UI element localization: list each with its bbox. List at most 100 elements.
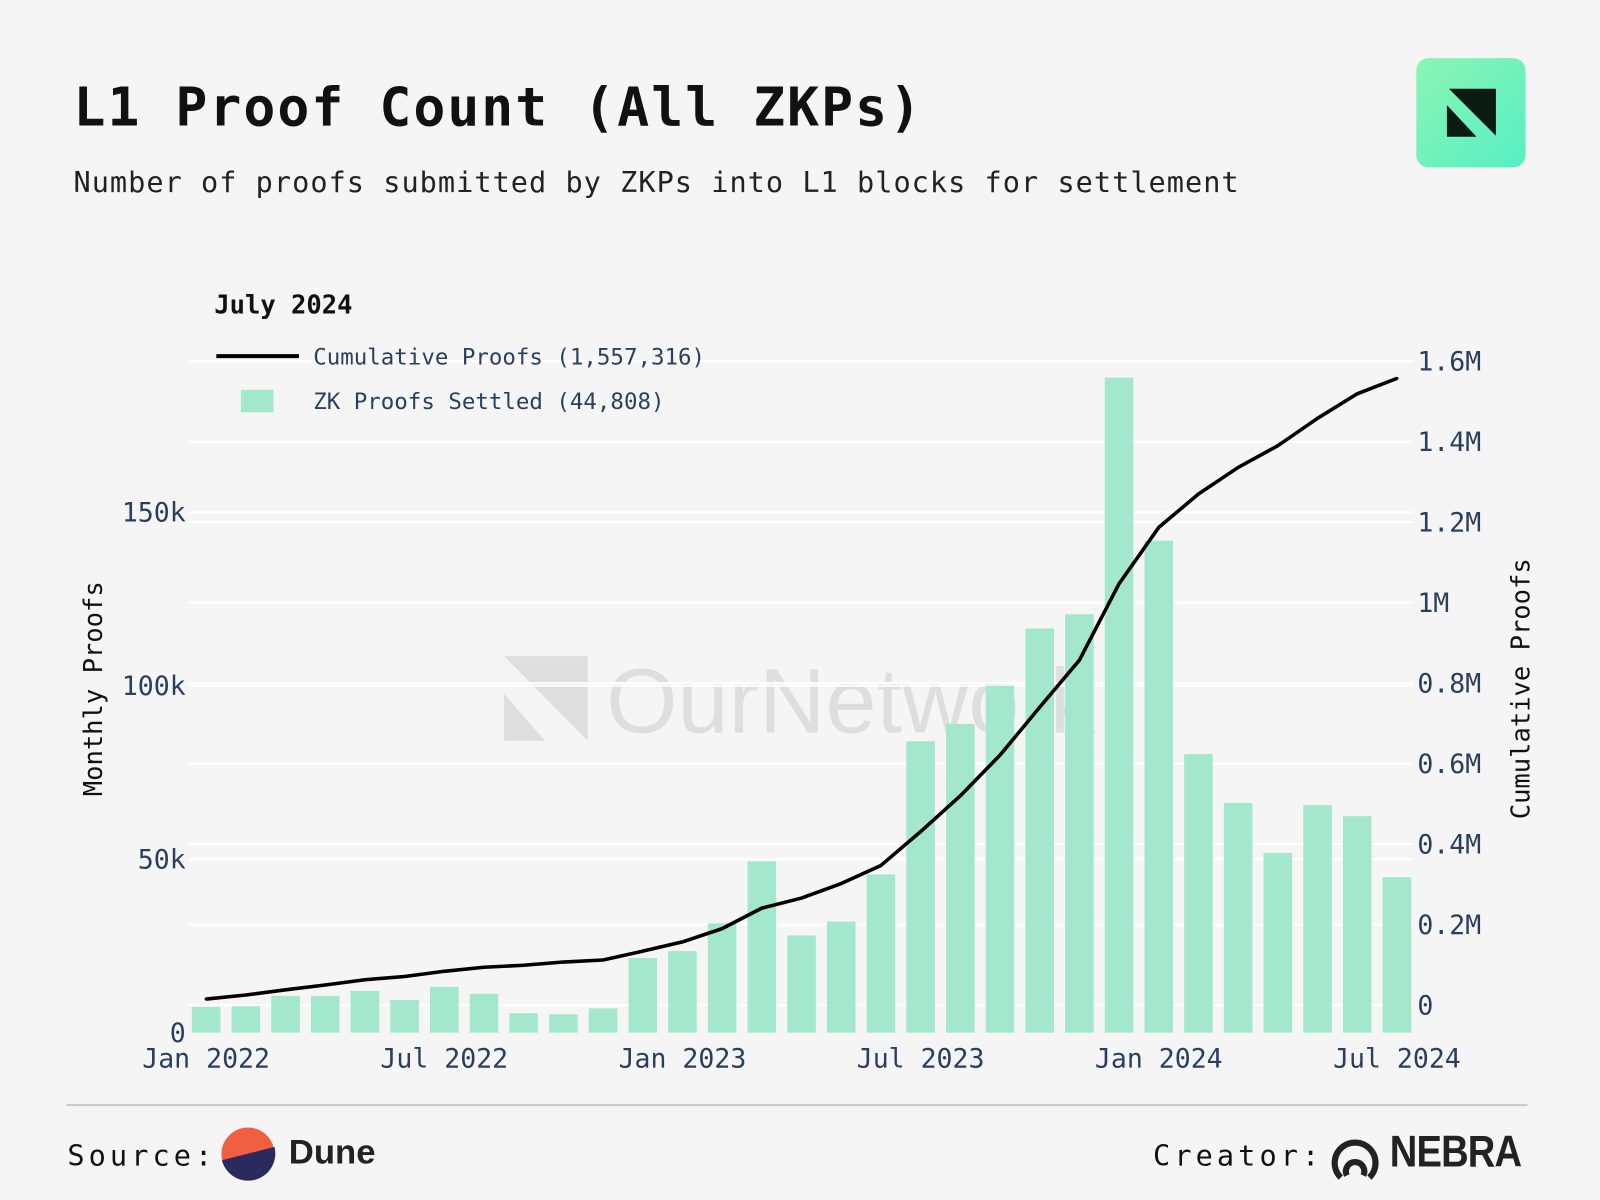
chart-title: L1 Proof Count (All ZKPs) [73,77,924,139]
bar-2024-02[interactable] [1184,754,1213,1033]
cumulative-point-2023-04 [799,896,804,900]
bar-2023-03[interactable] [747,861,777,1033]
cumulative-point-2022-10 [561,960,565,964]
cumulative-point-2022-03 [283,988,288,992]
x-tick: Jul 2022 [380,1043,508,1074]
cumulative-point-2024-03 [1236,465,1240,469]
bar-2023-11[interactable] [1065,614,1094,1033]
cumulative-point-2024-06 [1355,392,1359,396]
x-tick: Jul 2024 [1333,1043,1461,1074]
legend-item-cumulative[interactable]: Cumulative Proofs (1,557,316) [313,344,705,370]
cumulative-point-2024-07 [1395,376,1399,380]
cumulative-point-2024-02 [1196,492,1200,496]
bar-2022-11[interactable] [588,1008,618,1033]
bar-2022-02[interactable] [231,1006,261,1033]
source-name: Dune [288,1132,376,1172]
bar-2023-04[interactable] [787,935,816,1033]
dune-logo-icon [221,1127,276,1181]
y-right-tick: 0.6M [1417,749,1481,780]
x-tick: Jul 2023 [857,1043,985,1074]
cumulative-point-2022-05 [363,978,367,982]
y-right-tick: 0.2M [1417,910,1481,941]
x-tick: Jan 2024 [1095,1043,1223,1074]
creator-name: NEBRA [1389,1126,1522,1177]
bar-2024-01[interactable] [1144,540,1174,1033]
cumulative-point-2023-09 [998,753,1002,757]
cumulative-point-2022-06 [403,974,407,979]
cumulative-point-2023-07 [919,830,923,834]
cumulative-point-2024-04 [1276,444,1280,448]
y-right-tick: 1.6M [1417,346,1481,377]
cumulative-point-2022-11 [601,958,605,962]
bar-2024-03[interactable] [1223,802,1253,1033]
nebra-logo-icon [1331,1139,1379,1180]
bar-2023-05[interactable] [826,921,856,1033]
bar-2023-02[interactable] [707,923,737,1033]
legend: July 2024 Cumulative Proofs (1,557,316) … [214,290,705,415]
bar-2022-06[interactable] [390,1000,419,1033]
cumulative-point-2022-12 [641,949,645,953]
cumulative-point-2023-10 [1038,705,1042,709]
cumulative-point-2022-02 [244,993,248,997]
source-label: Source: [67,1138,217,1173]
creator-label: Creator: [1153,1138,1324,1173]
x-tick: Jan 2023 [619,1043,747,1074]
ournetwork-logo [1416,58,1526,168]
bar-2022-05[interactable] [350,991,380,1033]
legend-title: July 2024 [214,290,352,320]
y-left-tick: 100k [122,671,186,702]
bar-2024-06[interactable] [1342,816,1372,1033]
ournetwork-logo-icon [1446,88,1496,137]
y-left-tick: 50k [138,844,186,875]
y-right-tick: 1M [1417,588,1449,619]
chart: OurNetwork 0 50k 100k 150k 0 0.2M 0.4M 0.6M 0.8M… [79,290,1537,1074]
legend-item-zk-proofs[interactable]: ZK Proofs Settled (44,808) [313,389,664,415]
y-left-tick: 0 [170,1018,186,1049]
y-left-tick: 150k [122,497,186,528]
bar-2023-07[interactable] [906,741,935,1033]
cumulative-point-2023-03 [760,906,764,910]
bar-2023-10[interactable] [1025,628,1054,1033]
y-right-tick: 1.4M [1417,427,1481,458]
cumulative-point-2022-01 [204,997,208,1001]
cumulative-point-2022-07 [442,969,446,973]
y-left-label: Monthly Proofs [79,581,109,796]
bar-2022-08[interactable] [469,993,499,1033]
cumulative-point-2022-09 [522,963,526,967]
cumulative-point-2024-01 [1157,525,1161,529]
x-tick: Jan 2022 [142,1043,270,1074]
bar-2023-08[interactable] [946,723,975,1033]
cumulative-point-2023-06 [879,863,883,867]
cumulative-point-2022-08 [482,965,486,969]
bar-2023-06[interactable] [866,874,896,1033]
y-right-label: Cumulative Proofs [1507,558,1537,819]
bar-2022-03[interactable] [271,995,300,1033]
cumulative-point-2022-04 [323,983,327,987]
cumulative-point-2024-05 [1316,416,1320,420]
cumulative-point-2023-01 [680,940,684,944]
bar-2023-01[interactable] [668,951,697,1033]
y-right-tick: 0.8M [1417,668,1481,699]
bar-2024-05[interactable] [1303,805,1332,1033]
chart-subtitle: Number of proofs submitted by ZKPs into … [73,165,1240,199]
y-right-tick: 0 [1417,990,1433,1021]
bar-2024-07[interactable] [1382,877,1412,1033]
bar-2023-09[interactable] [985,685,1015,1033]
watermark-text: OurNetwork [606,651,1097,753]
bar-2024-04[interactable] [1263,852,1293,1033]
bar-2022-12[interactable] [628,958,658,1033]
bar-2022-04[interactable] [310,995,340,1033]
bar-2022-07[interactable] [429,986,459,1033]
cumulative-point-2023-11 [1077,658,1081,662]
bar-2022-10[interactable] [549,1014,578,1033]
cumulative-point-2023-08 [958,794,962,798]
cumulative-point-2023-05 [839,882,843,886]
y-right-tick: 1.2M [1417,507,1481,538]
cumulative-point-2023-02 [720,927,724,931]
footer-divider [66,1104,1528,1107]
bar-2023-12[interactable] [1104,377,1134,1033]
bar-2022-09[interactable] [509,1013,538,1033]
legend-bar-swatch [240,389,274,413]
bar-2022-01[interactable] [191,1006,221,1033]
y-right-tick: 0.4M [1417,829,1481,860]
